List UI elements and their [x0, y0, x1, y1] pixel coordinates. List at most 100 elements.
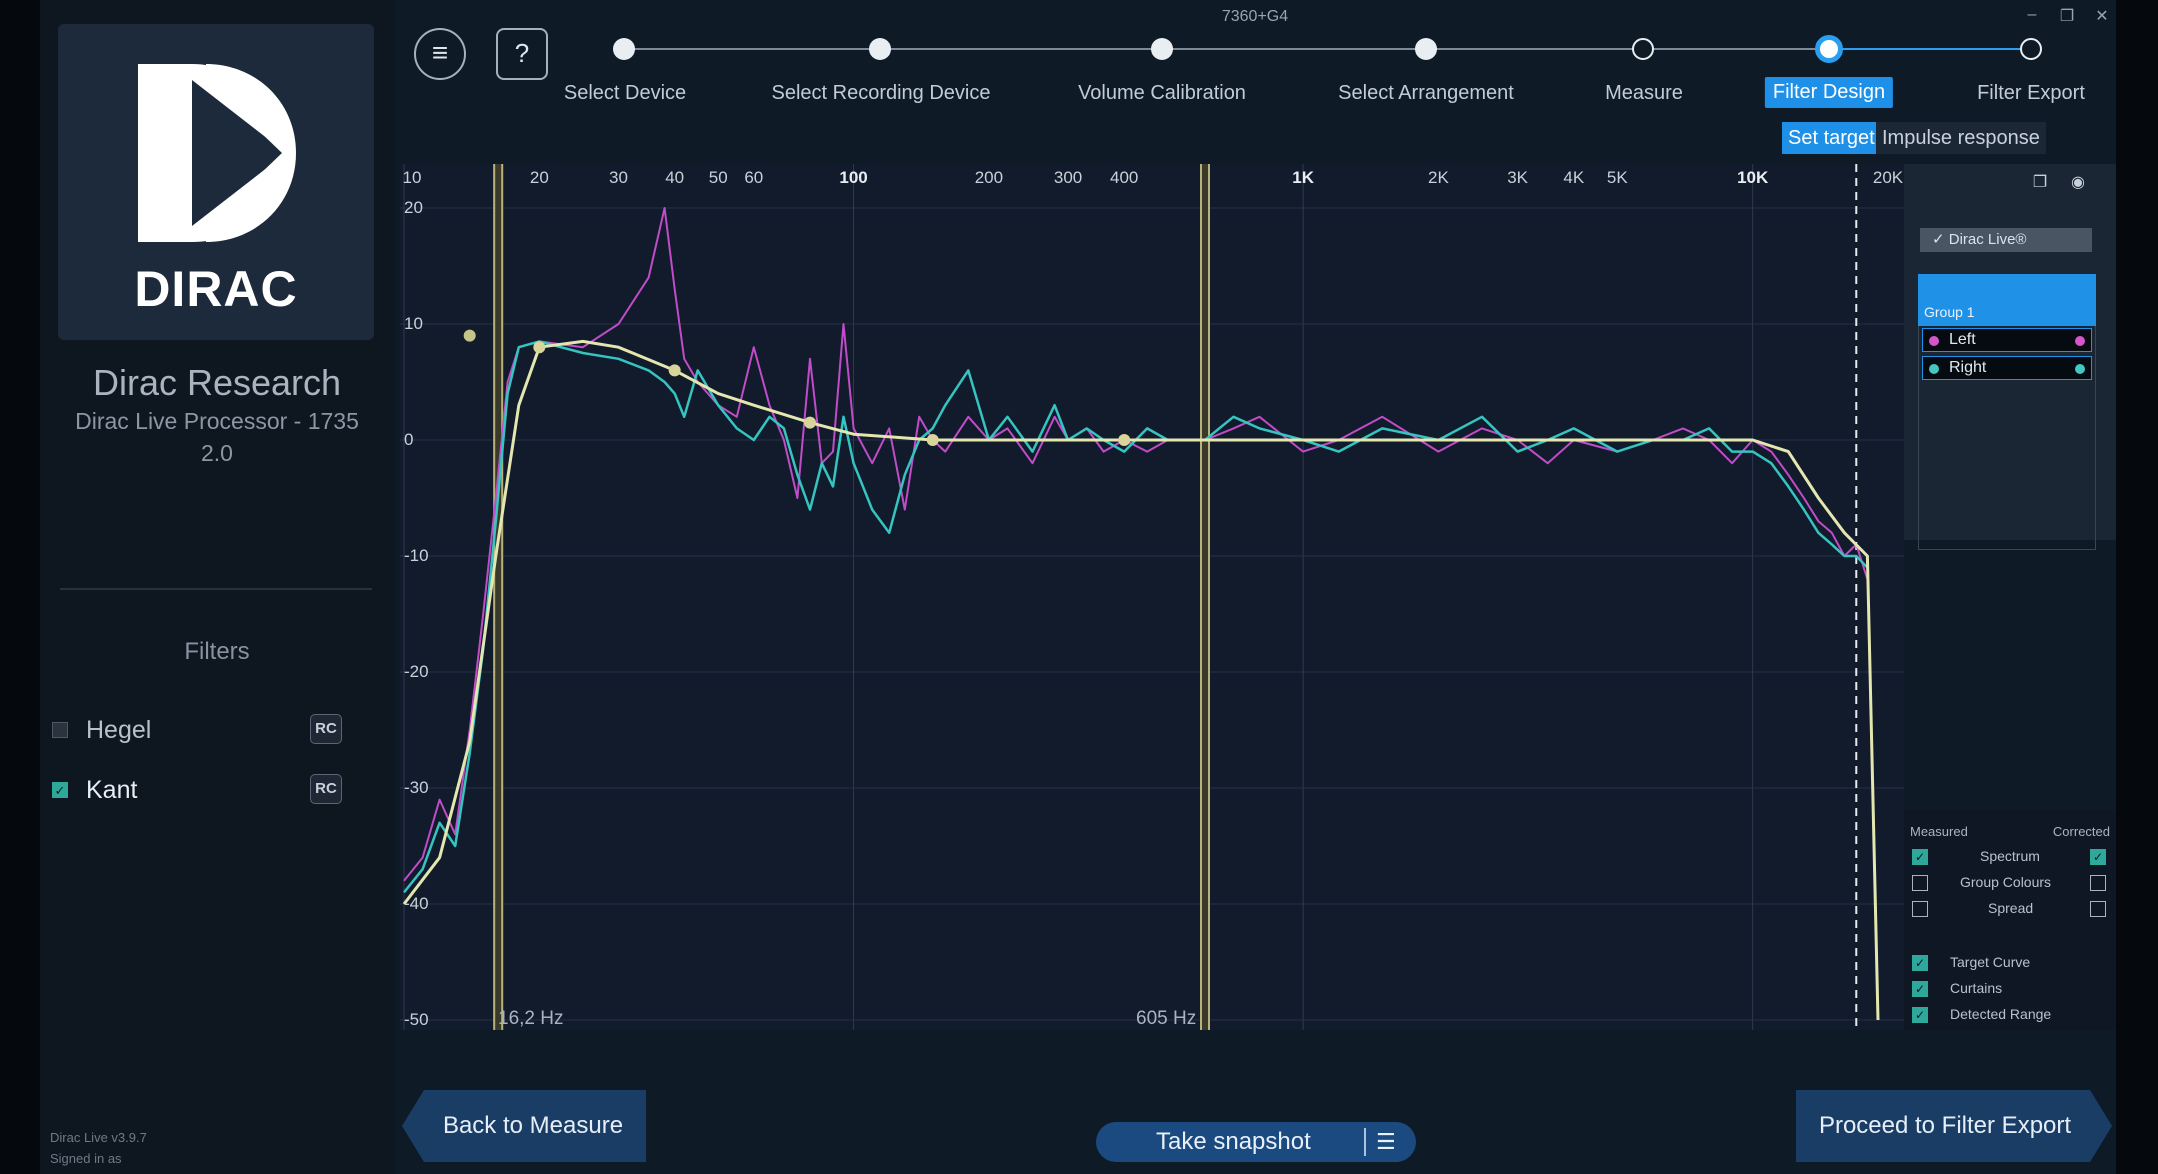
step-dot-measure[interactable] [1632, 38, 1654, 60]
copy-icon[interactable]: ❐ [2032, 174, 2048, 191]
group-header[interactable]: Group 1 [1918, 274, 2096, 326]
tab-set-target[interactable]: Set target [1782, 122, 1881, 154]
x-tick-label: 5K [1606, 168, 1628, 187]
target-control-point [533, 341, 546, 354]
filter-item-hegel[interactable]: Hegel RC [52, 712, 364, 748]
curtain-band [1200, 164, 1210, 1030]
window-title: 7360+G4 [1221, 8, 1289, 25]
desktop-strip [0, 0, 40, 1174]
filter-rc-badge: RC [310, 714, 342, 744]
step-filter-export[interactable]: Filter Export [1977, 82, 2085, 104]
corrected-spread-checkbox[interactable] [2090, 901, 2106, 917]
channel-panel: ❐ ◉ ✓ Dirac Live® Group 1 Left Right [1904, 164, 2116, 550]
step-dot-select-recording-device[interactable] [869, 38, 891, 60]
option-detected-range: ✓ Detected Range [1904, 1004, 2116, 1026]
dirac-logo: DIRAC [58, 24, 374, 340]
company-name: Dirac Research [92, 362, 342, 403]
back-to-measure-button[interactable]: Back to Measure [402, 1090, 646, 1162]
option-target-curve: ✓ Target Curve [1904, 952, 2116, 974]
filters-title: Filters [184, 638, 250, 665]
option-label: Spectrum [1980, 848, 2040, 864]
target-control-point [668, 364, 681, 377]
corrected-group-colours-checkbox[interactable] [2090, 875, 2106, 891]
channel-name: Left [1949, 331, 1976, 348]
measured-header: Measured [1910, 824, 1968, 839]
step-dot-filter-export[interactable] [2020, 38, 2042, 60]
step-dot-volume-calibration[interactable] [1151, 38, 1173, 60]
step-dot-select-device[interactable] [613, 38, 635, 60]
eye-icon[interactable]: ◉ [2071, 174, 2085, 191]
help-button[interactable]: ? [496, 28, 548, 80]
snapshot-list-icon[interactable]: ☰ [1376, 1129, 1396, 1154]
device-name: Dirac Live Processor - 1735 [75, 408, 359, 434]
step-select-recording-device[interactable]: Select Recording Device [771, 82, 991, 104]
filter-item-kant[interactable]: ✓ Kant RC [52, 772, 364, 808]
step-select-arrangement[interactable]: Select Arrangement [1338, 82, 1514, 104]
desktop-edge [2116, 0, 2158, 1174]
logo-wordmark: DIRAC [134, 261, 298, 317]
corrected-spectrum-checkbox[interactable]: ✓ [2090, 849, 2106, 865]
target-control-point [926, 434, 939, 446]
y-tick-label: -30 [404, 778, 429, 797]
channel-dot [1929, 336, 1939, 346]
series-right-line [403, 340, 1869, 894]
option-label: Group Colours [1960, 874, 2052, 890]
curtains-checkbox[interactable]: ✓ [1912, 981, 1928, 997]
frequency-response-graph[interactable]: 16,2 Hz 605 Hz 20 10 0 -10 -20 -30 -40 -50 10 20 3… [400, 164, 1904, 1030]
minimize-icon[interactable]: – [2027, 6, 2037, 23]
step-dot-select-arrangement[interactable] [1415, 38, 1437, 60]
measured-group-colours-checkbox[interactable] [1912, 875, 1928, 891]
target-curve-line [402, 339, 1880, 1021]
close-icon[interactable]: ✕ [2095, 8, 2109, 25]
x-tick-label: 30 [609, 168, 628, 187]
measured-spread-checkbox[interactable] [1912, 901, 1928, 917]
device-version: 2.0 [201, 440, 233, 466]
x-tick-label: 10K [1737, 168, 1769, 187]
proceed-to-filter-export-button[interactable]: Proceed to Filter Export [1796, 1090, 2112, 1162]
snapshot-separator [1364, 1128, 1366, 1156]
tab-impulse-response[interactable]: Impulse response [1876, 122, 2046, 154]
menu-button[interactable]: ≡ [414, 28, 466, 80]
measured-spectrum-checkbox[interactable]: ✓ [1912, 849, 1928, 865]
channel-right[interactable]: Right [1922, 356, 2092, 380]
step-filter-design[interactable]: Filter Design [1764, 77, 1894, 108]
x-tick-label: 20K [1872, 168, 1904, 187]
option-curtains: ✓ Curtains [1904, 978, 2116, 1000]
channel-dot [1929, 364, 1939, 374]
target-control-point [463, 329, 476, 342]
filter-checkbox[interactable]: ✓ [52, 782, 68, 798]
curtain-band [493, 164, 504, 1030]
filter-checkbox[interactable] [52, 722, 68, 738]
x-tick-label: 300 [1053, 168, 1083, 187]
option-label: Detected Range [1950, 1006, 2052, 1022]
step-measure[interactable]: Measure [1605, 82, 1683, 104]
graph-canvas[interactable] [400, 164, 1904, 1030]
preset-dirac-live[interactable]: ✓ Dirac Live® [1920, 228, 2092, 252]
step-dot-filter-design[interactable] [1815, 35, 1843, 63]
progress-line-active [1829, 48, 2031, 50]
x-tick-label: 20 [529, 168, 549, 187]
channel-left[interactable]: Left [1922, 328, 2092, 352]
step-volume-calibration[interactable]: Volume Calibration [1078, 82, 1246, 104]
x-tick-label: 10 [402, 168, 422, 187]
low-curtain-label: 16,2 Hz [498, 1008, 564, 1029]
option-spread: Spread [1904, 898, 2116, 920]
target-curve-checkbox[interactable]: ✓ [1912, 955, 1928, 971]
step-select-device[interactable]: Select Device [563, 82, 687, 104]
restore-icon[interactable]: ❐ [2059, 8, 2075, 25]
detected-range-checkbox[interactable]: ✓ [1912, 1007, 1928, 1023]
check-icon: ✓ [1932, 231, 1949, 248]
y-tick-label: 20 [404, 198, 423, 217]
sidebar-divider [60, 588, 372, 590]
series-left-line [403, 207, 1869, 882]
x-tick-label: 50 [708, 168, 728, 187]
x-tick-label: 1K [1292, 168, 1314, 187]
option-label: Spread [1988, 900, 2034, 916]
filter-name: Kant [86, 776, 138, 804]
high-curtain-label: 605 Hz [1136, 1008, 1197, 1029]
y-tick-label: -10 [404, 546, 429, 565]
x-tick-label: 4K [1563, 168, 1585, 187]
x-tick-label: 400 [1110, 168, 1139, 187]
take-snapshot-button[interactable]: Take snapshot ☰ [1096, 1122, 1416, 1162]
